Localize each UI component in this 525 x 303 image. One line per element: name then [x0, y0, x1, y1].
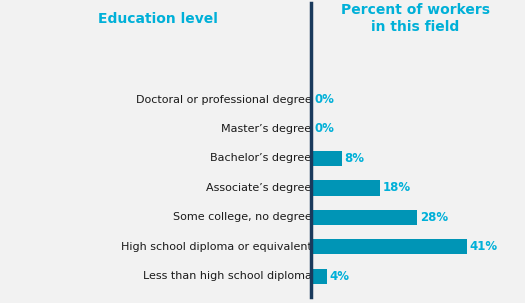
Text: Education level: Education level [98, 12, 218, 26]
Text: 18%: 18% [383, 181, 411, 194]
Text: Associate’s degree: Associate’s degree [206, 183, 311, 193]
Text: High school diploma or equivalent: High school diploma or equivalent [121, 242, 311, 252]
Bar [311, 210, 417, 225]
Bar [311, 239, 467, 255]
Text: Bachelor’s degree: Bachelor’s degree [210, 153, 311, 163]
Bar [311, 268, 327, 284]
Text: Master’s degree: Master’s degree [221, 124, 311, 134]
Text: 28%: 28% [421, 211, 449, 224]
Text: 4%: 4% [330, 270, 350, 283]
Text: 41%: 41% [470, 240, 498, 253]
Text: Less than high school diploma: Less than high school diploma [142, 271, 311, 281]
Text: Some college, no degree: Some college, no degree [173, 212, 311, 222]
Text: 8%: 8% [345, 152, 365, 165]
Text: 0%: 0% [314, 93, 334, 106]
Text: Doctoral or professional degree: Doctoral or professional degree [135, 95, 311, 105]
Text: 0%: 0% [314, 122, 334, 135]
Bar [311, 151, 342, 166]
Text: Percent of workers
in this field: Percent of workers in this field [341, 3, 490, 34]
Bar [311, 180, 380, 195]
